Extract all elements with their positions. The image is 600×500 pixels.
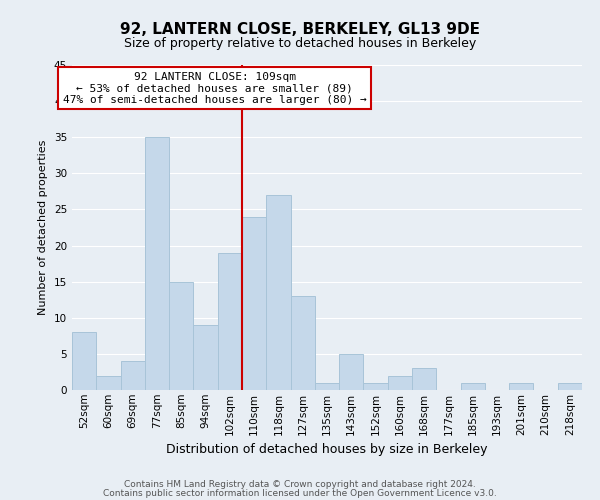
- Bar: [412, 368, 436, 390]
- Bar: [266, 195, 290, 390]
- Bar: [169, 282, 193, 390]
- Text: Contains public sector information licensed under the Open Government Licence v3: Contains public sector information licen…: [103, 489, 497, 498]
- Text: 92 LANTERN CLOSE: 109sqm
← 53% of detached houses are smaller (89)
47% of semi-d: 92 LANTERN CLOSE: 109sqm ← 53% of detach…: [63, 72, 367, 104]
- Bar: [96, 376, 121, 390]
- Bar: [218, 253, 242, 390]
- Bar: [121, 361, 145, 390]
- Bar: [461, 383, 485, 390]
- Bar: [72, 332, 96, 390]
- Bar: [290, 296, 315, 390]
- Text: Size of property relative to detached houses in Berkeley: Size of property relative to detached ho…: [124, 38, 476, 51]
- Text: 92, LANTERN CLOSE, BERKELEY, GL13 9DE: 92, LANTERN CLOSE, BERKELEY, GL13 9DE: [120, 22, 480, 38]
- Bar: [242, 216, 266, 390]
- Bar: [339, 354, 364, 390]
- Bar: [193, 325, 218, 390]
- Bar: [509, 383, 533, 390]
- Text: Contains HM Land Registry data © Crown copyright and database right 2024.: Contains HM Land Registry data © Crown c…: [124, 480, 476, 489]
- Bar: [388, 376, 412, 390]
- Bar: [558, 383, 582, 390]
- Y-axis label: Number of detached properties: Number of detached properties: [38, 140, 49, 315]
- Bar: [145, 137, 169, 390]
- X-axis label: Distribution of detached houses by size in Berkeley: Distribution of detached houses by size …: [166, 443, 488, 456]
- Bar: [315, 383, 339, 390]
- Bar: [364, 383, 388, 390]
